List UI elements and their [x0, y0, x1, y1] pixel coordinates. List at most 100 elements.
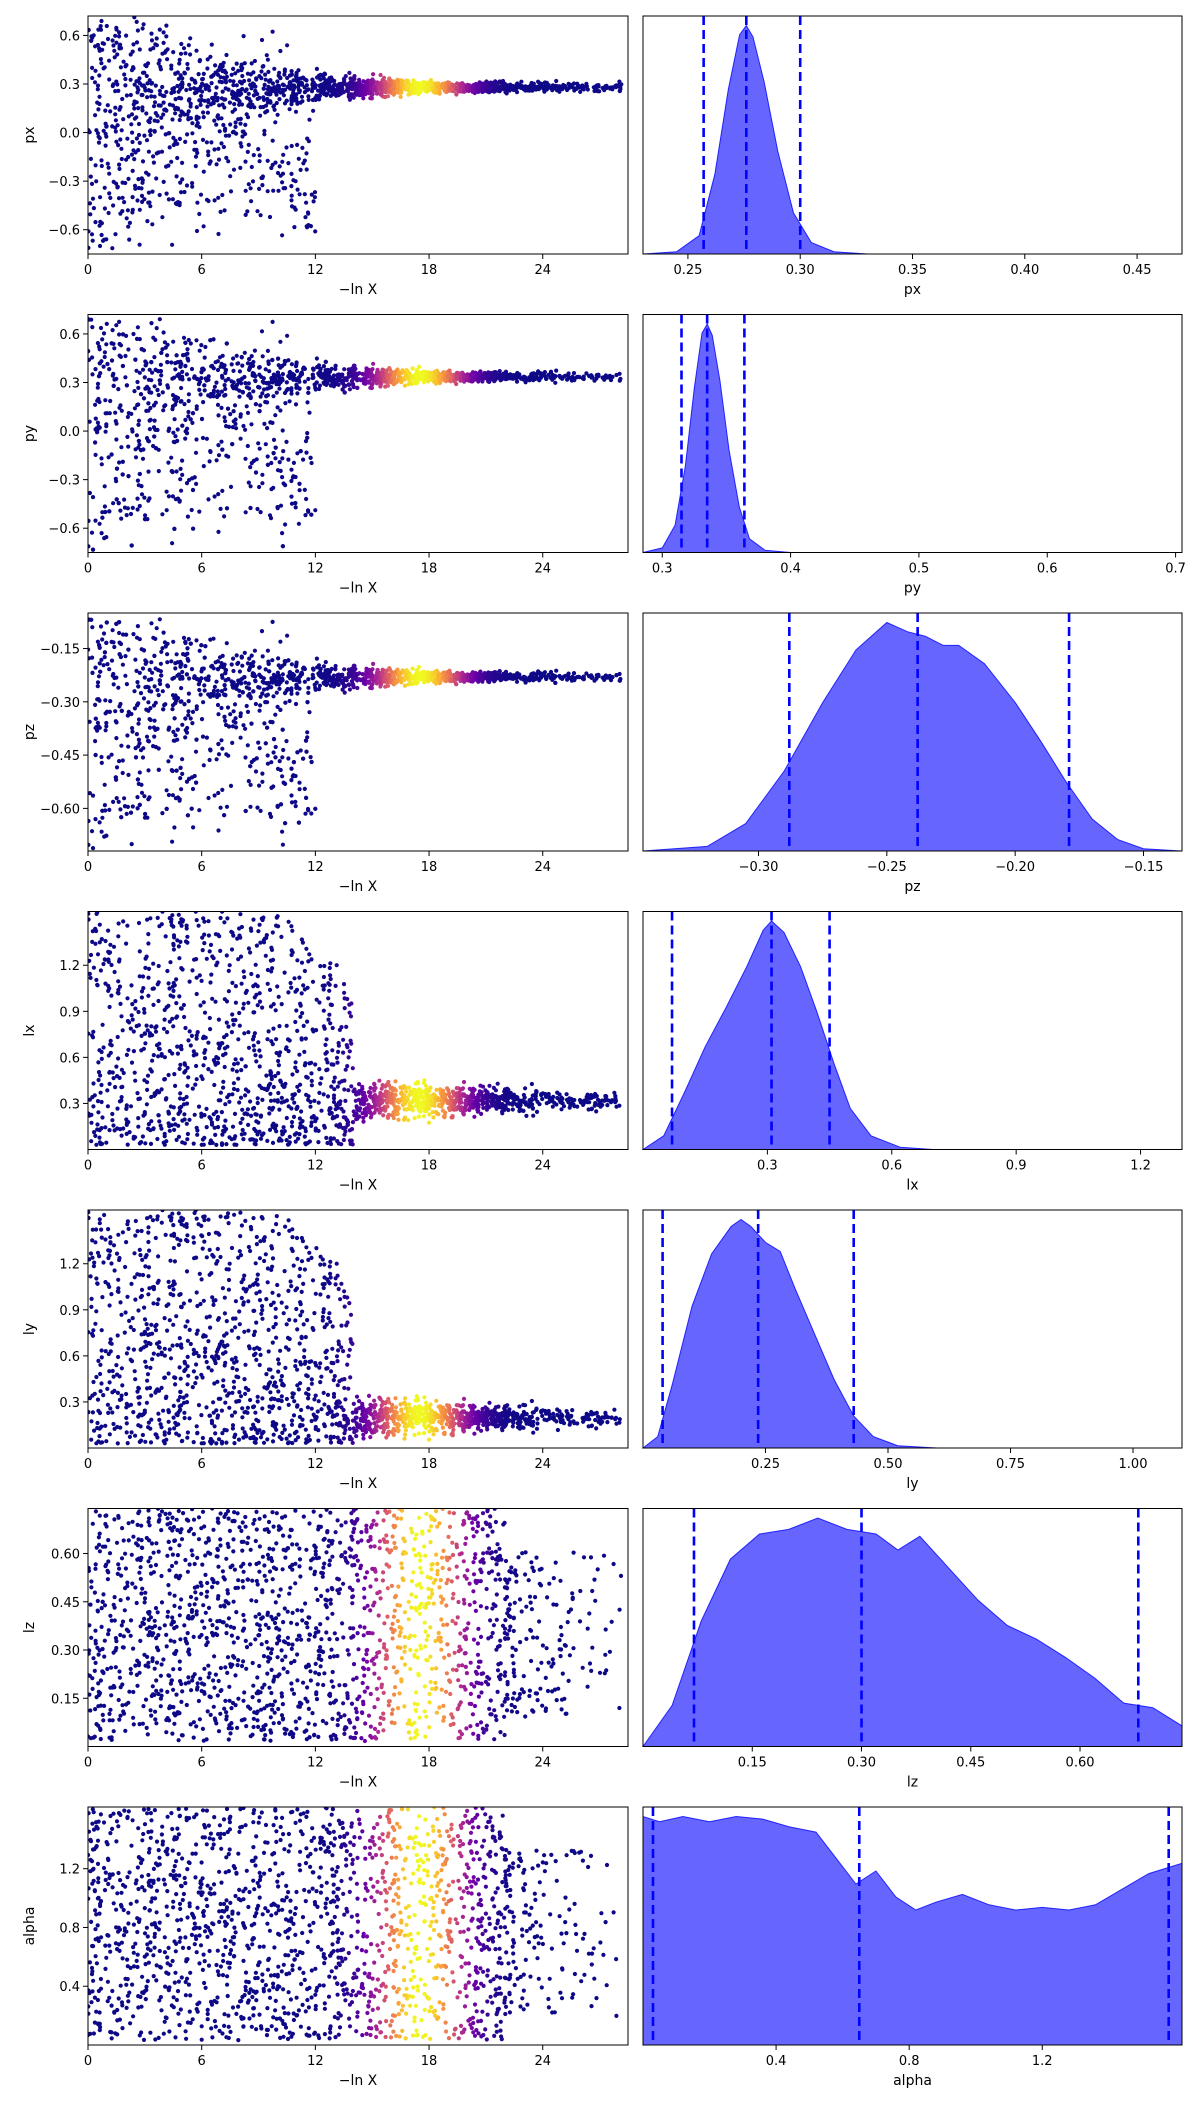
- trace-py-point: [147, 378, 151, 382]
- trace-pz-point: [170, 707, 174, 711]
- trace-py-xtick-label: 6: [198, 562, 206, 577]
- trace-py-point: [345, 378, 349, 382]
- trace-px-point: [221, 123, 225, 127]
- trace-px-point: [182, 71, 186, 75]
- trace-py-point: [266, 463, 270, 467]
- trace-px-point: [96, 84, 100, 88]
- trace-px-point: [179, 96, 183, 100]
- trace-px-point: [305, 167, 309, 171]
- trace-px-point: [126, 225, 130, 229]
- trace-px-point: [276, 113, 280, 117]
- trace-px-xtick-label: 24: [534, 263, 551, 278]
- trace-py-point: [447, 369, 451, 373]
- trace-py-point: [305, 436, 309, 440]
- trace-px-point: [168, 145, 172, 149]
- trace-py-point: [104, 342, 108, 346]
- trace-pz-point: [130, 842, 134, 846]
- trace-py-point: [274, 446, 278, 450]
- trace-pz-point: [217, 752, 221, 756]
- trace-py-point: [543, 370, 547, 374]
- trace-py-point: [185, 481, 189, 485]
- trace-px-point: [434, 89, 438, 93]
- trace-py-point: [243, 381, 247, 385]
- trace-py-point: [194, 338, 198, 342]
- trace-py-point: [227, 425, 231, 429]
- trace-py-point: [159, 363, 163, 367]
- trace-py-point: [179, 467, 183, 471]
- trace-py-xtick-label: 12: [307, 562, 324, 577]
- trace-pz-point: [169, 659, 173, 663]
- trace-px-point: [550, 88, 554, 92]
- trace-py-point: [110, 341, 114, 345]
- trace-px-point: [125, 216, 129, 220]
- trace-py-point: [165, 360, 169, 364]
- trace-py-point: [315, 365, 319, 369]
- trace-px-point: [294, 179, 298, 183]
- trace-px-point: [111, 203, 115, 207]
- trace-pz-point: [179, 787, 183, 791]
- trace-px-point: [303, 215, 307, 219]
- trace-px-point: [153, 129, 157, 133]
- trace-px-point: [201, 138, 205, 142]
- trace-px-point: [145, 95, 149, 99]
- trace-px-point: [216, 232, 220, 236]
- trace-py-point: [100, 531, 104, 535]
- trace-py-point: [179, 399, 183, 403]
- trace-py-point: [147, 496, 151, 500]
- trace-px-point: [259, 105, 263, 109]
- trace-pz-point: [117, 800, 121, 804]
- trace-py-point: [216, 413, 220, 417]
- trace-py-point: [112, 346, 116, 350]
- trace-py-point: [282, 481, 286, 485]
- trace-px-point: [199, 193, 203, 197]
- trace-py-point: [138, 504, 142, 508]
- trace-py-point: [310, 461, 314, 465]
- trace-px-point: [120, 128, 124, 132]
- trace-px-point: [399, 82, 403, 86]
- trace-py-point: [201, 436, 205, 440]
- trace-py-point: [208, 450, 212, 454]
- trace-px-point: [280, 180, 284, 184]
- trace-py-point: [465, 378, 469, 382]
- trace-pz-point: [122, 796, 126, 800]
- trace-px-point: [148, 129, 152, 133]
- trace-px-point: [328, 85, 332, 89]
- trace-px-point: [265, 53, 269, 57]
- trace-pz-point: [117, 759, 121, 763]
- trace-px-point: [183, 51, 187, 55]
- trace-px-point: [175, 174, 179, 178]
- trace-py-point: [183, 364, 187, 368]
- trace-pz-point: [118, 807, 122, 811]
- trace-pz-point: [224, 752, 228, 756]
- trace-px-point: [186, 116, 190, 120]
- trace-px-point: [91, 239, 95, 243]
- trace-pz-point: [298, 787, 302, 791]
- trace-px-point: [375, 80, 379, 84]
- trace-px-point: [167, 131, 171, 135]
- trace-py-point: [232, 385, 236, 389]
- trace-px-point: [123, 83, 127, 87]
- trace-py-point: [337, 383, 341, 387]
- trace-px-point: [164, 90, 168, 94]
- trace-pz-point: [258, 746, 262, 750]
- trace-py-point: [96, 341, 100, 345]
- trace-px-point: [138, 208, 142, 212]
- trace-px-point: [130, 140, 134, 144]
- trace-px-point: [138, 81, 142, 85]
- trace-px-point: [153, 42, 157, 46]
- trace-py-point: [306, 377, 310, 381]
- trace-pz-point: [137, 738, 141, 742]
- trace-py-point: [121, 472, 125, 476]
- trace-px-point: [104, 122, 108, 126]
- trace-py-point: [153, 428, 157, 432]
- trace-px-point: [289, 184, 293, 188]
- trace-px-point: [179, 42, 183, 46]
- trace-px-point: [171, 50, 175, 54]
- trace-py-point: [320, 376, 324, 380]
- trace-pz-point: [218, 655, 222, 659]
- trace-px-xtick-label: 0: [84, 263, 92, 278]
- trace-py-point: [285, 334, 289, 338]
- trace-pz-point: [342, 667, 346, 671]
- trace-py-point: [247, 357, 251, 361]
